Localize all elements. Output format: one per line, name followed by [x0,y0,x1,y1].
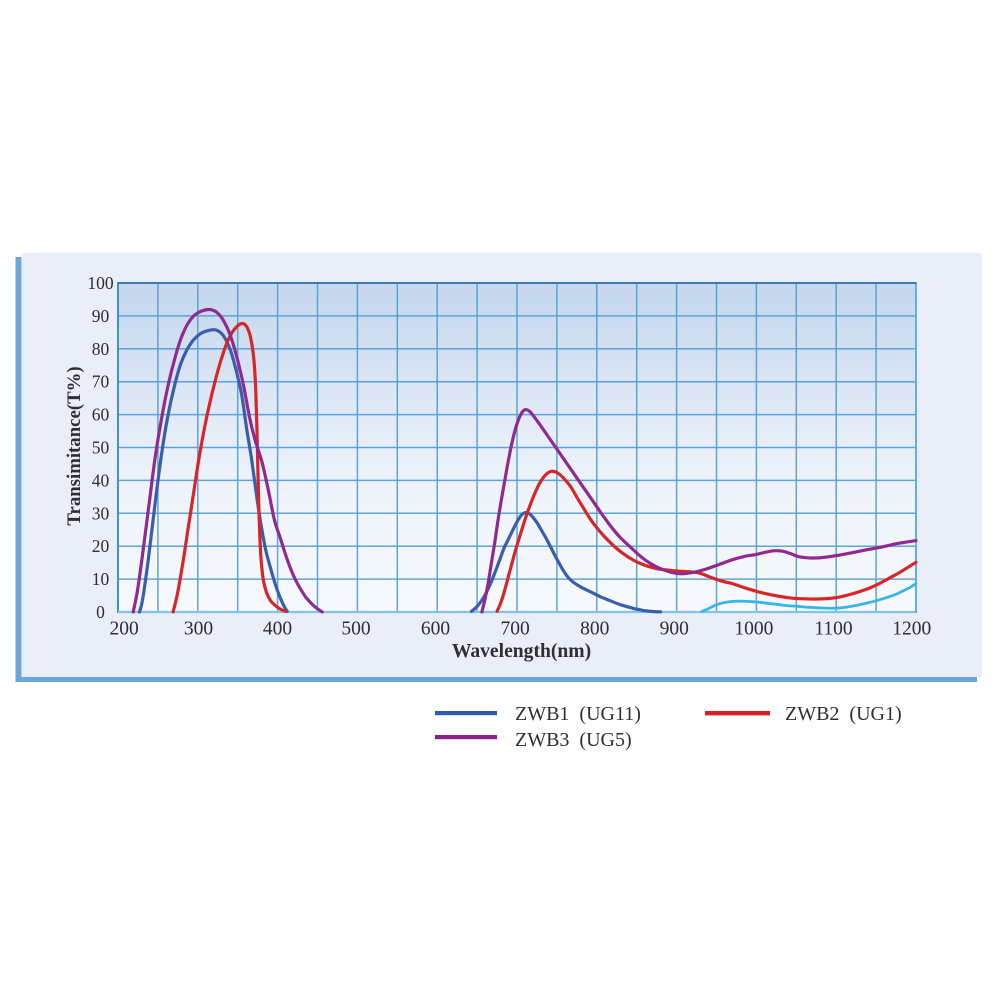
svg-text:30: 30 [92,503,110,523]
svg-text:60: 60 [92,405,110,425]
svg-text:900: 900 [660,619,689,640]
svg-text:50: 50 [92,438,110,458]
svg-text:1100: 1100 [814,619,852,640]
svg-text:400: 400 [263,619,292,640]
svg-text:10: 10 [92,569,110,589]
svg-text:90: 90 [92,306,110,326]
svg-text:1000: 1000 [734,619,773,640]
svg-text:ZWB3 (UG5): ZWB3 (UG5) [515,729,632,751]
svg-text:1200: 1200 [892,619,931,640]
svg-text:Wavelength(nm): Wavelength(nm) [452,641,591,662]
svg-text:800: 800 [580,619,609,640]
svg-text:Transimitance(T%): Transimitance(T%) [64,366,85,525]
svg-text:600: 600 [421,619,450,640]
svg-text:20: 20 [92,536,110,556]
svg-text:0: 0 [96,602,105,622]
svg-text:100: 100 [87,273,114,293]
svg-text:40: 40 [92,470,110,490]
svg-text:200: 200 [109,619,138,640]
svg-text:500: 500 [341,619,370,640]
svg-text:70: 70 [92,372,110,392]
svg-text:ZWB1 (UG11): ZWB1 (UG11) [515,703,641,725]
svg-text:ZWB2 (UG1): ZWB2 (UG1) [785,703,902,725]
svg-text:80: 80 [92,339,110,359]
svg-text:300: 300 [184,619,213,640]
svg-text:700: 700 [500,619,529,640]
